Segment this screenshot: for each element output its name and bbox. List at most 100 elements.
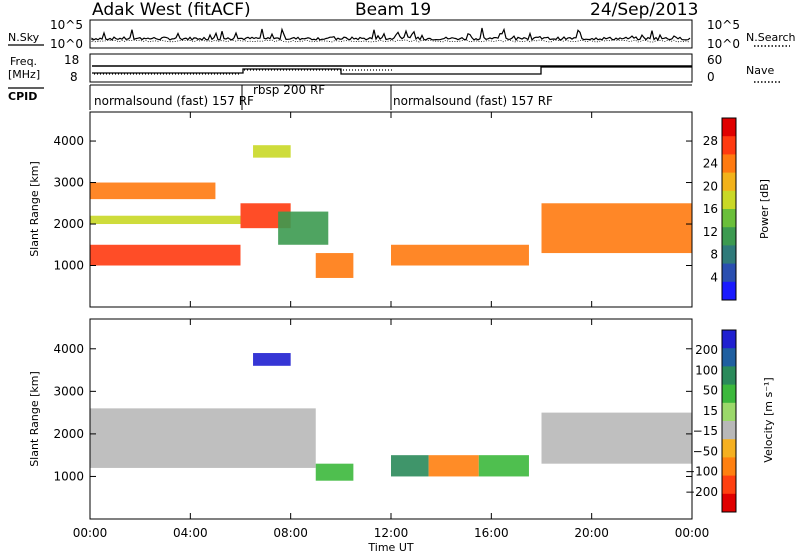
echo-region-power-1 (90, 215, 241, 225)
colorbar-tick-label: 8 (710, 248, 718, 262)
ytick-label: 1000 (53, 469, 84, 483)
power-panel: 1000 2000 3000 4000 Slant Range [km] 4 8 12 16… (28, 111, 771, 308)
colorbar-swatch (722, 136, 736, 155)
echo-region-power-0 (90, 244, 241, 266)
echo-region-power-7 (541, 203, 692, 254)
freq-right-tick-bottom: 0 (707, 70, 715, 84)
freq-panel: Freq. [MHz] Nave 18 8 60 0 (8, 53, 782, 84)
echo-region-power-2 (90, 182, 216, 200)
cpid-strip: CPID normalsound (fast) 157 RF rbsp 200 … (8, 83, 692, 110)
colorbar-swatch (722, 330, 736, 349)
station-title: Adak West (fitACF) (92, 0, 251, 20)
colorbar-tick-label: −100 (685, 465, 718, 479)
beam-title: Beam 19 (355, 0, 431, 20)
ytick-label: 1000 (53, 259, 84, 273)
power-ylabel: Slant Range [km] (28, 161, 41, 257)
freq-left-label-1: Freq. (10, 55, 37, 68)
colorbar-tick-label: 16 (703, 202, 718, 216)
ytick-label: 4000 (53, 342, 84, 356)
noise-panel: N.Sky N.Search 10^5 10^0 10^5 10^0 (8, 18, 796, 51)
noise-sky-trace (91, 27, 691, 42)
colorbar-swatch (722, 439, 736, 458)
ytick-label: 4000 (53, 134, 84, 148)
colorbar-swatch (722, 263, 736, 283)
colorbar-tick-label: 28 (703, 134, 718, 148)
echo-region-power-5 (315, 253, 354, 278)
colorbar-swatch (722, 154, 736, 174)
echo-region-power-8 (253, 145, 291, 158)
colorbar-swatch (722, 281, 736, 301)
colorbar-swatch (722, 227, 736, 246)
velocity-colorbar-label: Velocity [m s⁻¹] (762, 377, 775, 462)
nave-dotted-trace (94, 69, 392, 75)
colorbar-swatch (722, 402, 736, 422)
x-axis-label: Time UT (367, 541, 413, 554)
colorbar-swatch (722, 172, 736, 192)
date-title: 24/Sep/2013 (590, 0, 698, 20)
freq-left-tick-bottom: 8 (70, 70, 78, 84)
colorbar-tick-label: −50 (693, 444, 718, 458)
xtick-label: 00:00 (73, 526, 108, 540)
cpid-segment-2: rbsp 200 RF (253, 83, 325, 97)
xtick-label: 20:00 (574, 526, 609, 540)
power-colorbar-label: Power [dB] (758, 179, 771, 239)
noise-right-tick-top: 10^5 (707, 18, 740, 32)
colorbar-swatch (722, 475, 736, 495)
xtick-label: 08:00 (273, 526, 308, 540)
xtick-label: 12:00 (374, 526, 409, 540)
echo-region-velocity-3 (428, 455, 479, 477)
colorbar-tick-label: 15 (703, 404, 718, 418)
echo-region-velocity-2 (391, 455, 429, 477)
noise-search-trace (91, 39, 690, 43)
xtick-label: 04:00 (173, 526, 208, 540)
colorbar-frame (721, 117, 737, 301)
colorbar-swatch (722, 190, 736, 210)
colorbar-swatch (722, 457, 736, 477)
nave-trace (92, 66, 692, 75)
colorbar-tick-label: −200 (685, 485, 718, 499)
colorbar-tick-label: 4 (710, 270, 718, 284)
freq-left-label-2: [MHz] (8, 68, 40, 81)
ytick-label: 2000 (53, 427, 84, 441)
colorbar-swatch (722, 493, 736, 513)
colorbar-swatch (722, 421, 736, 440)
colorbar-swatch (722, 118, 736, 137)
freq-right-label: Nave (746, 64, 774, 77)
echo-region-power-6 (391, 244, 529, 266)
xtick-label: 00:00 (675, 526, 710, 540)
colorbar-tick-label: 12 (703, 225, 718, 239)
echo-region-velocity-6 (253, 353, 291, 366)
colorbar-tick-label: 200 (695, 343, 718, 357)
velocity-ylabel: Slant Range [km] (28, 371, 41, 467)
colorbar-swatch (722, 245, 736, 265)
colorbar-tick-label: 20 (703, 179, 718, 193)
noise-left-tick-top: 10^5 (50, 18, 83, 32)
noise-left-tick-bottom: 10^0 (50, 37, 83, 51)
echo-region-velocity-1 (315, 463, 354, 481)
freq-right-tick-top: 60 (707, 53, 722, 67)
colorbar-swatch (722, 366, 736, 386)
noise-right-label: N.Search (746, 31, 796, 44)
ytick-label: 3000 (53, 384, 84, 398)
colorbar-tick-label: 50 (703, 384, 718, 398)
colorbar-swatch (722, 348, 736, 367)
colorbar-tick-label: 24 (703, 157, 718, 171)
echo-region-power-4 (278, 211, 329, 245)
echo-region-velocity-4 (478, 455, 529, 477)
colorbar-frame (721, 329, 737, 513)
colorbar-swatch (722, 384, 736, 404)
velocity-panel: 1000 2000 3000 4000 Slant Range [km] 200 100… (28, 318, 775, 520)
echo-region-velocity-0 (90, 408, 316, 468)
cpid-label: CPID (8, 90, 37, 103)
cpid-segment-3: normalsound (fast) 157 RF (393, 94, 553, 108)
colorbar-tick-label: −15 (693, 424, 718, 438)
colorbar-tick-label: 100 (695, 363, 718, 377)
xtick-label: 16:00 (474, 526, 509, 540)
time-axis: 00:00 04:00 08:00 12:00 16:00 20:00 00:00 (73, 112, 710, 540)
colorbar-swatch (722, 209, 736, 228)
echo-region-velocity-5 (541, 412, 692, 464)
cpid-segment-1: normalsound (fast) 157 RF (94, 94, 254, 108)
freq-left-tick-top: 18 (64, 53, 79, 67)
noise-left-label: N.Sky (8, 31, 40, 44)
